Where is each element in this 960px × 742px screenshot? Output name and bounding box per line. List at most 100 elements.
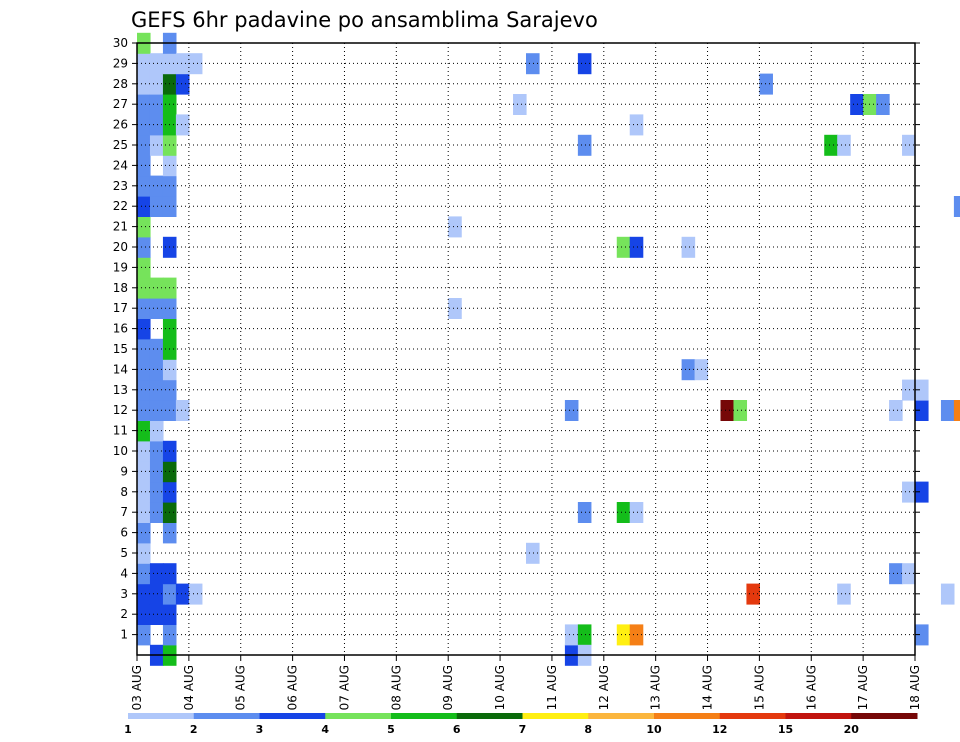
precip-cell: [915, 400, 929, 421]
precip-cell: [681, 359, 696, 381]
precip-cell: [137, 481, 151, 503]
precip-cell: [188, 53, 203, 75]
precip-cell: [850, 94, 864, 115]
precip-cell: [564, 400, 579, 421]
colorbar-label: 2: [190, 723, 198, 736]
y-tick-label: 21: [113, 220, 128, 234]
y-tick-label: 26: [113, 118, 128, 132]
precip-cell: [149, 94, 164, 115]
precip-cell: [137, 53, 151, 75]
precip-cell: [175, 53, 190, 75]
precip-cell: [188, 583, 203, 605]
x-tick-label: 15 AUG: [752, 665, 766, 710]
precip-cell: [149, 277, 164, 299]
precip-cell: [175, 583, 190, 605]
x-tick-label: 06 AUG: [286, 665, 300, 710]
precip-cell: [149, 338, 164, 360]
precip-cell: [953, 400, 960, 421]
precip-cell: [149, 563, 164, 585]
precip-cell: [137, 236, 151, 258]
precip-cell: [824, 134, 838, 156]
x-tick-label: 13 AUG: [649, 665, 663, 710]
colorbar-label: 10: [646, 723, 662, 736]
precip-cell: [149, 196, 164, 217]
precip-cell: [137, 338, 151, 360]
precip-cell: [175, 114, 190, 136]
precip-cell: [137, 298, 151, 319]
y-tick-label: 28: [113, 77, 128, 91]
precip-cell: [175, 73, 190, 95]
colorbar-label: 4: [321, 723, 329, 736]
y-tick-label: 7: [120, 505, 128, 519]
colorbar-label: 3: [256, 723, 264, 736]
precip-cell: [149, 53, 164, 75]
precip-cell: [137, 420, 151, 442]
precip-cell: [137, 94, 151, 115]
precip-cell: [513, 94, 527, 115]
precip-cell: [137, 257, 151, 279]
precip-cell: [889, 563, 903, 585]
precip-cell: [564, 624, 579, 646]
x-tick-label: 03 AUG: [130, 665, 144, 710]
y-tick-label: 25: [113, 138, 128, 152]
x-axis-ticks: 03 AUG 04 AUG 05 AUG 06 AUG 07 AUG 08 AUG 09 A…: [130, 655, 922, 710]
y-tick-label: 17: [113, 301, 128, 315]
x-tick-label: 04 AUG: [182, 665, 196, 710]
colorbar-swatch: [259, 713, 326, 719]
precip-cell: [902, 379, 916, 401]
colorbar-label: 5: [387, 723, 395, 736]
precip-cell: [137, 216, 151, 238]
colorbar-swatch: [588, 713, 655, 719]
precip-cell: [616, 502, 631, 523]
colorbar-label: 12: [712, 723, 727, 736]
colorbar-swatch: [128, 713, 195, 719]
precip-cell: [137, 542, 151, 564]
colorbar-label: 1: [124, 723, 132, 736]
y-tick-label: 19: [113, 260, 128, 274]
precip-cell: [902, 134, 916, 156]
precip-cell: [577, 624, 592, 646]
precip-cell: [837, 134, 851, 156]
precip-cell: [889, 400, 903, 421]
y-tick-label: 12: [113, 403, 128, 417]
precip-cell: [137, 583, 151, 605]
precip-cell: [526, 53, 540, 75]
precip-cell: [616, 624, 631, 646]
y-tick-label: 8: [120, 485, 128, 499]
precip-cell: [137, 277, 151, 299]
y-axis-ticks: 1234567891011121314151617181920212223242…: [113, 36, 920, 642]
precip-cell: [149, 175, 164, 197]
y-tick-label: 24: [113, 158, 128, 172]
colorbar-swatch: [391, 713, 458, 719]
precip-cell: [137, 379, 151, 401]
colorbar-swatch: [785, 713, 852, 719]
precip-cell: [876, 94, 890, 115]
x-tick-label: 08 AUG: [389, 665, 403, 710]
precip-cell: [137, 502, 151, 523]
grid-lines: [137, 42, 915, 655]
colorbar-swatch: [522, 713, 589, 719]
precip-cell: [137, 318, 151, 340]
y-tick-label: 13: [113, 383, 128, 397]
y-tick-label: 16: [113, 322, 128, 336]
x-tick-label: 14 AUG: [701, 665, 715, 710]
colorbar-swatch: [654, 713, 721, 719]
precip-cell: [149, 461, 164, 483]
y-tick-label: 20: [113, 240, 128, 254]
y-tick-label: 14: [113, 362, 128, 376]
x-tick-label: 11 AUG: [545, 665, 559, 710]
x-tick-label: 12 AUG: [597, 665, 611, 710]
chart-title: GEFS 6hr padavine po ansamblima Sarajevo: [131, 8, 598, 32]
precip-cell: [149, 73, 164, 95]
x-tick-label: 16 AUG: [804, 665, 818, 710]
y-tick-label: 22: [113, 199, 128, 213]
y-tick-label: 18: [113, 281, 128, 295]
precip-cell: [149, 502, 164, 523]
precip-cell: [915, 481, 929, 503]
colorbar-swatch: [851, 713, 918, 719]
precip-cell: [577, 502, 592, 523]
precip-cell: [526, 542, 540, 564]
precip-cell: [149, 134, 164, 156]
colorbar-label: 6: [453, 723, 461, 736]
precip-cell: [137, 400, 151, 421]
